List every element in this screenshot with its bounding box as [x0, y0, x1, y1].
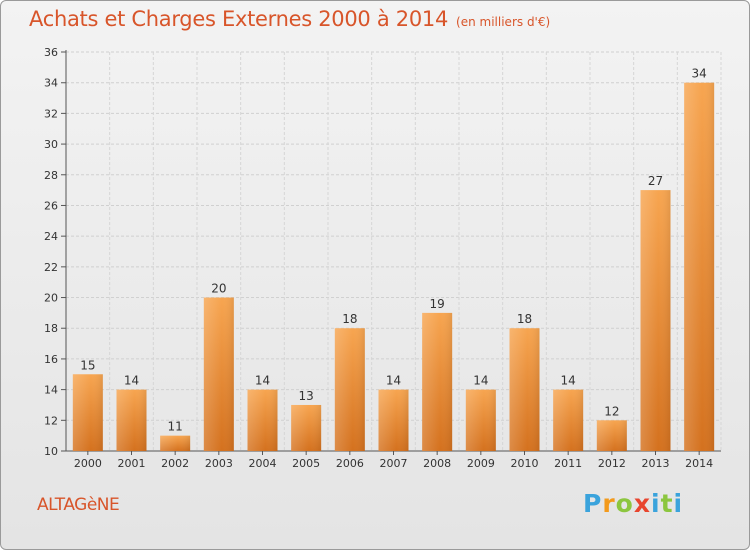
- logo-letter: t: [660, 489, 674, 518]
- x-tick-label: 2007: [380, 457, 408, 470]
- bar-shine: [160, 435, 191, 451]
- bar-value-label: 18: [342, 312, 357, 326]
- chart-subtitle: (en milliers d'€): [456, 15, 551, 29]
- y-tick-label: 18: [44, 322, 58, 335]
- y-tick-label: 20: [44, 292, 58, 305]
- x-tick-label: 2011: [554, 457, 582, 470]
- bar-shine: [378, 389, 409, 451]
- bar-value-label: 14: [473, 374, 488, 388]
- bar-shine: [291, 404, 322, 451]
- chart-title-text: Achats et Charges Externes 2000 à 2014: [29, 7, 449, 31]
- bar-shine: [203, 297, 234, 451]
- bar-shine: [596, 420, 627, 451]
- x-tick-label: 2014: [685, 457, 713, 470]
- bar-value-label: 14: [255, 374, 270, 388]
- x-tick-label: 2002: [161, 457, 189, 470]
- y-tick-label: 26: [44, 199, 58, 212]
- x-tick-label: 2010: [511, 457, 539, 470]
- logo-letter: i: [673, 489, 684, 518]
- label-layer: 15 14 11 20 14 13 18 14 19 14 18 14 12 27 34: [80, 67, 707, 434]
- logo-letter: o: [615, 489, 634, 518]
- y-tick-label: 36: [44, 46, 58, 59]
- x-tick-label: 2001: [118, 457, 146, 470]
- bar-shine: [684, 82, 715, 451]
- bar-value-label: 19: [430, 297, 445, 311]
- bar-layer: [72, 82, 715, 451]
- logo-letter: r: [602, 489, 616, 518]
- bar-value-label: 14: [386, 374, 401, 388]
- logo-letter: P: [583, 489, 603, 518]
- x-tick-label: 2005: [292, 457, 320, 470]
- x-tick-label: 2013: [642, 457, 670, 470]
- bar-shine: [640, 190, 671, 451]
- y-tick-label: 24: [44, 230, 58, 243]
- bar-value-label: 11: [168, 420, 183, 434]
- bar-value-label: 20: [211, 282, 226, 296]
- y-tick-label: 14: [44, 384, 58, 397]
- logo-letter: x: [633, 489, 651, 518]
- bar-shine: [72, 374, 103, 451]
- bar-value-label: 27: [648, 174, 663, 188]
- bar-shine: [553, 389, 584, 451]
- x-tick-label: 2008: [423, 457, 451, 470]
- y-tick-label: 10: [44, 445, 58, 458]
- bar-value-label: 14: [561, 374, 576, 388]
- bar-value-label: 12: [604, 404, 619, 418]
- bar-value-label: 18: [517, 312, 532, 326]
- x-tick-label: 2009: [467, 457, 495, 470]
- bar-shine: [334, 328, 365, 451]
- chart-title: Achats et Charges Externes 2000 à 2014 (e…: [29, 7, 550, 31]
- bar-shine: [247, 389, 278, 451]
- x-tick-label: 2004: [249, 457, 277, 470]
- bar-shine: [116, 389, 147, 451]
- axis-layer: 10 12 14 16 18 20 22 24 26 28 30 32 34 36 2000 2001 2002…: [44, 46, 721, 470]
- bar-value-label: 15: [80, 358, 95, 372]
- x-tick-label: 2006: [336, 457, 364, 470]
- y-tick-label: 16: [44, 353, 58, 366]
- y-tick-label: 30: [44, 138, 58, 151]
- bar-value-label: 34: [692, 67, 707, 81]
- bar-shine: [509, 328, 540, 451]
- bar-value-label: 14: [124, 374, 139, 388]
- y-tick-label: 32: [44, 107, 58, 120]
- logo-letter: i: [651, 489, 661, 518]
- x-tick-label: 2000: [74, 457, 102, 470]
- bar-value-label: 13: [299, 389, 314, 403]
- commune-name: ALTAGèNE: [37, 495, 120, 515]
- y-tick-label: 12: [44, 414, 58, 427]
- y-tick-label: 22: [44, 261, 58, 274]
- bar-shine: [422, 312, 453, 451]
- bar-shine: [465, 389, 496, 451]
- proxiti-logo: Proxiti: [583, 489, 683, 518]
- y-tick-label: 34: [44, 77, 58, 90]
- x-tick-label: 2003: [205, 457, 233, 470]
- x-tick-label: 2012: [598, 457, 626, 470]
- y-tick-label: 28: [44, 169, 58, 182]
